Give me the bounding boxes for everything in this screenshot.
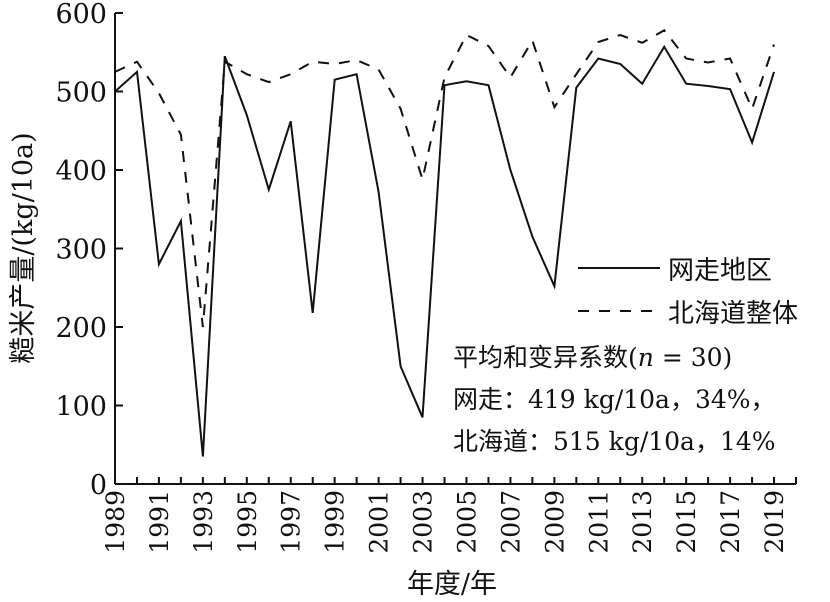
y-tick-label: 200 — [55, 313, 107, 344]
y-tick-label: 300 — [55, 235, 107, 266]
series-line-0 — [114, 44, 775, 457]
annotation-line-1: 平均和变异系数(n = 30) — [453, 343, 732, 372]
x-tick-label: 2005 — [452, 490, 481, 554]
stats-annotation: 平均和变异系数(n = 30) 网走：419 kg/10a，34%， 北海道：5… — [453, 343, 776, 456]
x-tick-label: 2007 — [496, 490, 525, 554]
legend-label-1: 北海道整体 — [668, 299, 798, 329]
y-axis-label: 糙米产量/(kg/10a) — [8, 132, 39, 363]
annotation-line-2: 网走：419 kg/10a，34%， — [453, 385, 776, 414]
x-tick-label: 2001 — [365, 490, 394, 554]
x-tick-label: 1995 — [233, 490, 262, 554]
annotation-line-1-end: = 30) — [654, 343, 732, 372]
axes: 0 100 200 300 400 500 600 1989 1991 1993 1995 1997 1… — [55, 0, 797, 554]
y-tick-label: 600 — [55, 0, 107, 30]
x-tick-label: 1993 — [189, 490, 218, 554]
x-tick-label: 2009 — [540, 490, 569, 554]
x-tick-label: 1997 — [277, 490, 306, 554]
annotation-n-symbol: n — [638, 343, 654, 372]
y-tick-label: 0 — [90, 470, 107, 501]
y-tick-label: 500 — [55, 78, 107, 109]
x-tick-label: 2015 — [672, 490, 701, 554]
x-tick-label: 1991 — [145, 490, 174, 554]
x-tick-label: 2013 — [628, 490, 657, 554]
series-line-1 — [114, 29, 775, 328]
x-tick-label: 1989 — [101, 490, 130, 554]
annotation-line-1-start: 平均和变异系数( — [453, 343, 638, 372]
legend: 网走地区 北海道整体 — [578, 256, 798, 329]
x-tick-label: 2011 — [584, 490, 613, 554]
annotation-line-3: 北海道：515 kg/10a，14% — [453, 427, 776, 456]
series-layer — [114, 29, 775, 457]
x-tick-label: 2017 — [716, 490, 745, 554]
legend-label-0: 网走地区 — [668, 256, 772, 286]
y-tick-label: 400 — [55, 156, 107, 187]
x-tick-label: 1999 — [321, 490, 350, 554]
x-tick-label: 2003 — [409, 490, 438, 554]
x-axis-label: 年度/年 — [407, 569, 497, 600]
y-tick-label: 100 — [55, 392, 107, 423]
x-tick-label: 2019 — [760, 490, 789, 554]
